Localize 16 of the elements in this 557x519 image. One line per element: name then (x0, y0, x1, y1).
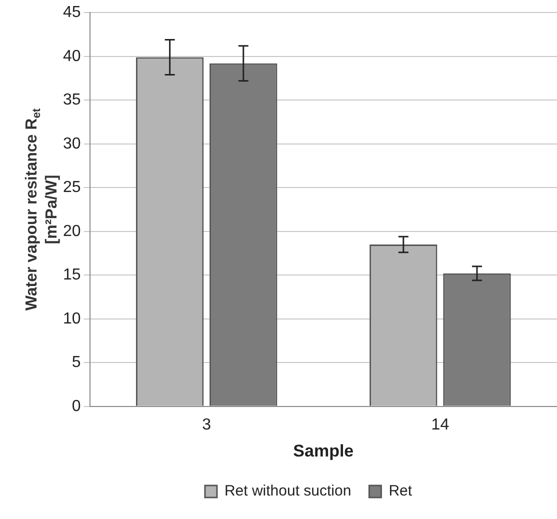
y-tick-label: 15 (63, 266, 81, 284)
x-tick-label: 3 (202, 416, 212, 434)
y-tick-label: 0 (72, 398, 81, 415)
x-tick-label: 14 (431, 416, 450, 434)
legend-label: Ret (388, 482, 413, 500)
y-tick-label: 20 (63, 222, 81, 240)
y-tick-label: 45 (63, 4, 81, 22)
text: Water vapour resitance Ret [m²Pa/W] (23, 108, 60, 311)
y-tick-label: 35 (63, 92, 81, 109)
y-tick-label: 40 (63, 48, 81, 65)
y-tick-label: 10 (63, 310, 81, 328)
x-axis-title: Sample (293, 441, 354, 460)
y-tick-label: 5 (72, 354, 81, 372)
y-tick-label: 30 (63, 135, 81, 152)
y-tick-label: 25 (63, 179, 81, 196)
legend-label: Ret without suction (224, 482, 352, 500)
